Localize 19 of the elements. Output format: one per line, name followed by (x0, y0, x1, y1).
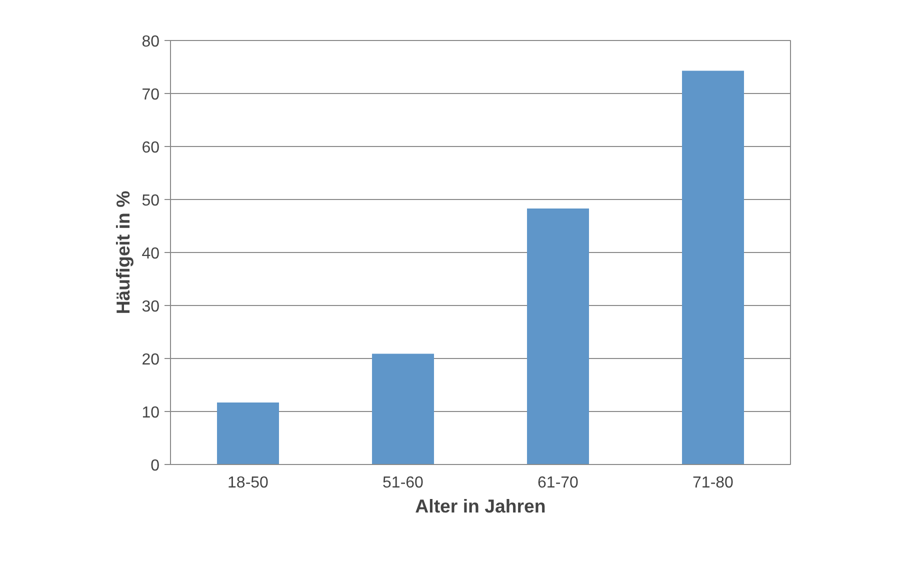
y-tick-label: 10 (142, 404, 160, 422)
y-tick-label: 20 (142, 352, 160, 368)
bar (217, 402, 279, 464)
x-tick-label: 18-50 (228, 474, 269, 492)
x-axis-title: Alter in Jahren (415, 496, 546, 516)
x-tick-label: 71-80 (692, 474, 734, 492)
bar (682, 70, 744, 464)
x-tick-label: 61-70 (538, 474, 579, 492)
y-tick-label: 60 (142, 140, 160, 156)
x-tick-label: 51-60 (382, 474, 424, 492)
y-tick-label: 70 (142, 86, 160, 104)
y-tick-label: 50 (142, 192, 160, 210)
y-tick-label: 80 (142, 34, 160, 50)
y-tick-label: 30 (142, 298, 160, 316)
y-axis-title: Häufigeit in % (112, 190, 134, 314)
y-tick-label: 40 (142, 246, 160, 262)
bar (527, 208, 589, 464)
y-tick-label: 0 (150, 458, 160, 474)
bar (372, 354, 434, 464)
